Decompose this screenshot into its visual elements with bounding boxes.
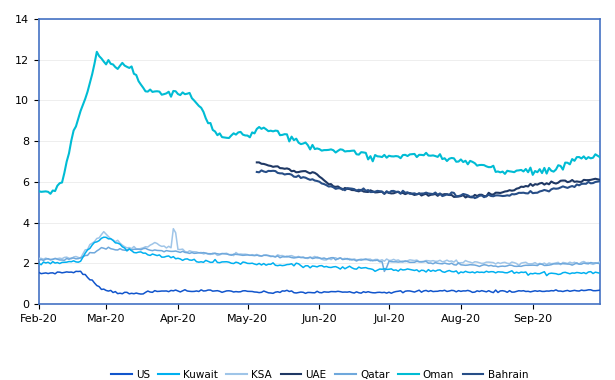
Legend: US, Kuwait, KSA, UAE, Qatar, Oman, Bahrain: US, Kuwait, KSA, UAE, Qatar, Oman, Bahra… — [106, 366, 532, 380]
